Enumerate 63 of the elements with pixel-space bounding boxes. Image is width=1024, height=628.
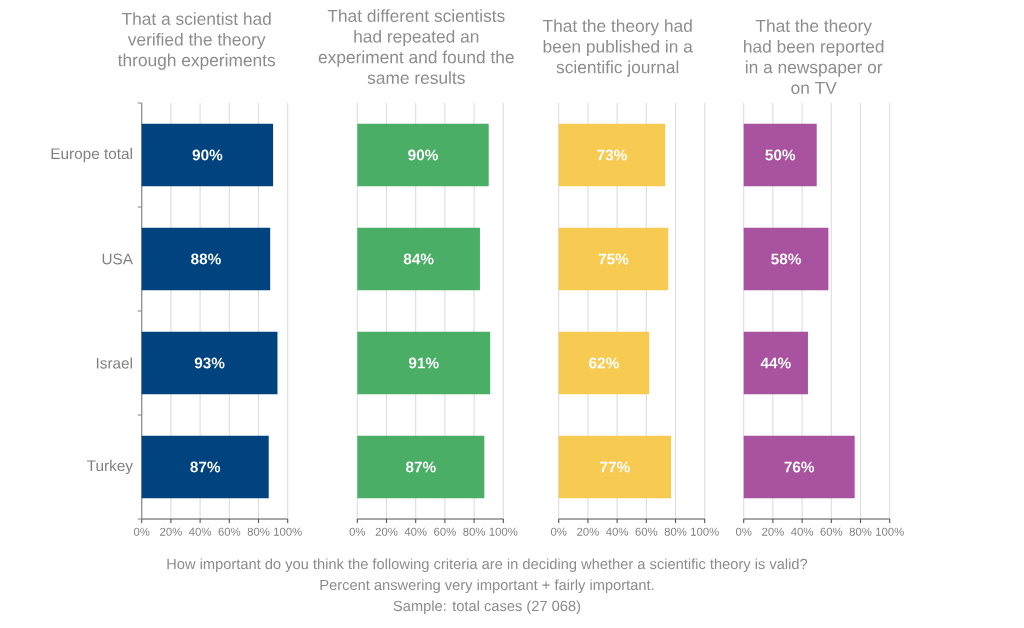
bar [141, 331, 278, 395]
x-tick-label: 80% [664, 527, 687, 536]
x-tick-label: 60% [635, 527, 658, 536]
x-tick-label: 60% [434, 527, 456, 536]
x-tick-label: 60% [218, 527, 241, 536]
data-label: 50% [765, 149, 796, 161]
data-label: 93% [194, 357, 225, 369]
x-tick-label: 40% [606, 527, 629, 536]
x-tick-label: 40% [404, 527, 427, 536]
y-tick-label: USA [102, 253, 133, 265]
bar [558, 331, 650, 395]
data-label: 87% [190, 461, 221, 473]
data-label: 88% [191, 253, 221, 265]
bar [743, 123, 817, 187]
x-tick-label: 20% [375, 527, 398, 536]
x-tick-label: 0% [349, 527, 366, 536]
data-label: 87% [405, 461, 436, 473]
data-label: 73% [597, 149, 627, 161]
bar [558, 435, 672, 499]
chart-title: That different scientists had repeated an experiment and found the same results [318, 9, 514, 84]
text: How important do you think the following criteria are in deciding whether a scientific theory is valid? [167, 558, 808, 573]
bar [558, 227, 669, 291]
x-tick-label: 100% [274, 527, 302, 536]
x-tick-label: 80% [849, 527, 872, 536]
data-label: 91% [408, 357, 439, 369]
x-tick-label: 100% [489, 527, 518, 536]
x-tick-label: 0% [550, 527, 567, 536]
data-label: 84% [403, 253, 434, 265]
bar [743, 331, 808, 395]
data-label: 90% [408, 149, 438, 161]
data-label: 58% [771, 253, 801, 265]
bar [141, 435, 269, 499]
bar [558, 123, 666, 187]
x-tick-label: 0% [735, 527, 752, 536]
data-label: 76% [784, 461, 815, 473]
chart-title: That the theory had been published in a scientific journal [542, 19, 693, 77]
x-tick-label: 0% [133, 527, 150, 536]
y-tick-label: Israel [96, 357, 132, 369]
x-tick-label: 100% [691, 527, 719, 536]
bar [141, 227, 271, 291]
bar [141, 123, 274, 187]
bar [743, 227, 829, 291]
x-tick-label: 40% [791, 527, 814, 536]
bar [743, 435, 855, 499]
x-tick-label: 80% [247, 527, 270, 536]
x-tick-label: 20% [160, 527, 182, 536]
data-label: 77% [600, 461, 630, 473]
chart-title: That the theory had been reported in a newspaper or on TV [744, 19, 884, 94]
x-tick-label: 40% [189, 527, 212, 536]
data-label: 62% [589, 357, 619, 369]
y-tick-label: Turkey [87, 459, 133, 475]
x-tick-label: 60% [820, 527, 843, 536]
text: Sample: total cases (27 068) [393, 600, 581, 615]
x-tick-label: 80% [463, 527, 486, 536]
x-tick-label: 100% [876, 527, 904, 536]
data-label: 90% [192, 149, 223, 161]
y-tick-label: Europe total [51, 147, 132, 163]
data-label: 44% [760, 357, 791, 369]
data-label: 75% [598, 253, 629, 265]
chart-title: That a scientist had verified the theory through experiments [117, 12, 276, 70]
x-tick-label: 20% [577, 527, 599, 536]
x-tick-label: 20% [762, 527, 784, 536]
text: Percent answering very important + fairly important. [320, 579, 654, 594]
